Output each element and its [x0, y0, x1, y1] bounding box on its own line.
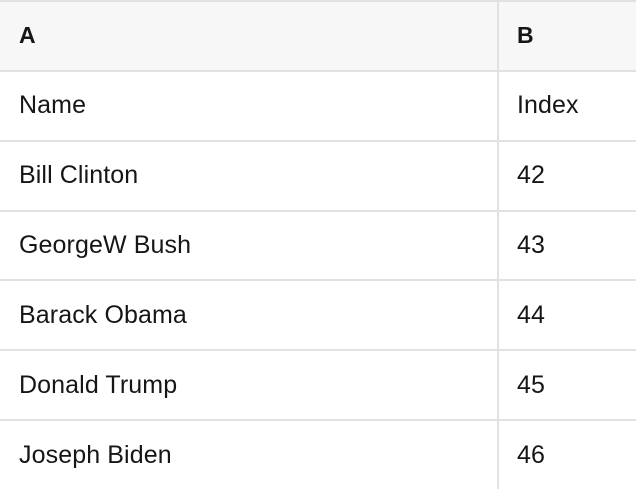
table-row: Joseph Biden 46	[0, 421, 636, 489]
cell-index[interactable]: 42	[517, 161, 546, 190]
cell-name[interactable]: GeorgeW Bush	[0, 211, 499, 280]
cell-index[interactable]: 43	[517, 231, 546, 259]
cell-name[interactable]: Barack Obama	[0, 281, 499, 350]
cell-name-label[interactable]: Name	[0, 71, 499, 140]
cell-index-label[interactable]: Index	[517, 91, 579, 120]
table-row: Bill Clinton 42	[0, 141, 636, 212]
cell-index[interactable]: 44	[517, 300, 546, 329]
table-row: Name Index	[0, 71, 636, 142]
table-row: Donald Trump 45	[0, 351, 636, 422]
table-row: GeorgeW Bush 43	[0, 211, 636, 282]
column-header-a[interactable]: A	[0, 2, 499, 70]
column-header-row: A B	[0, 2, 636, 72]
cell-name[interactable]: Donald Trump	[0, 351, 499, 420]
column-header-b[interactable]: B	[499, 2, 636, 70]
table-row: Barack Obama 44	[0, 281, 636, 352]
cell-index[interactable]: 46	[517, 440, 546, 469]
cell-name[interactable]: Bill Clinton	[0, 141, 499, 210]
cell-index[interactable]: 45	[517, 370, 546, 399]
cell-name[interactable]: Joseph Biden	[0, 421, 499, 489]
